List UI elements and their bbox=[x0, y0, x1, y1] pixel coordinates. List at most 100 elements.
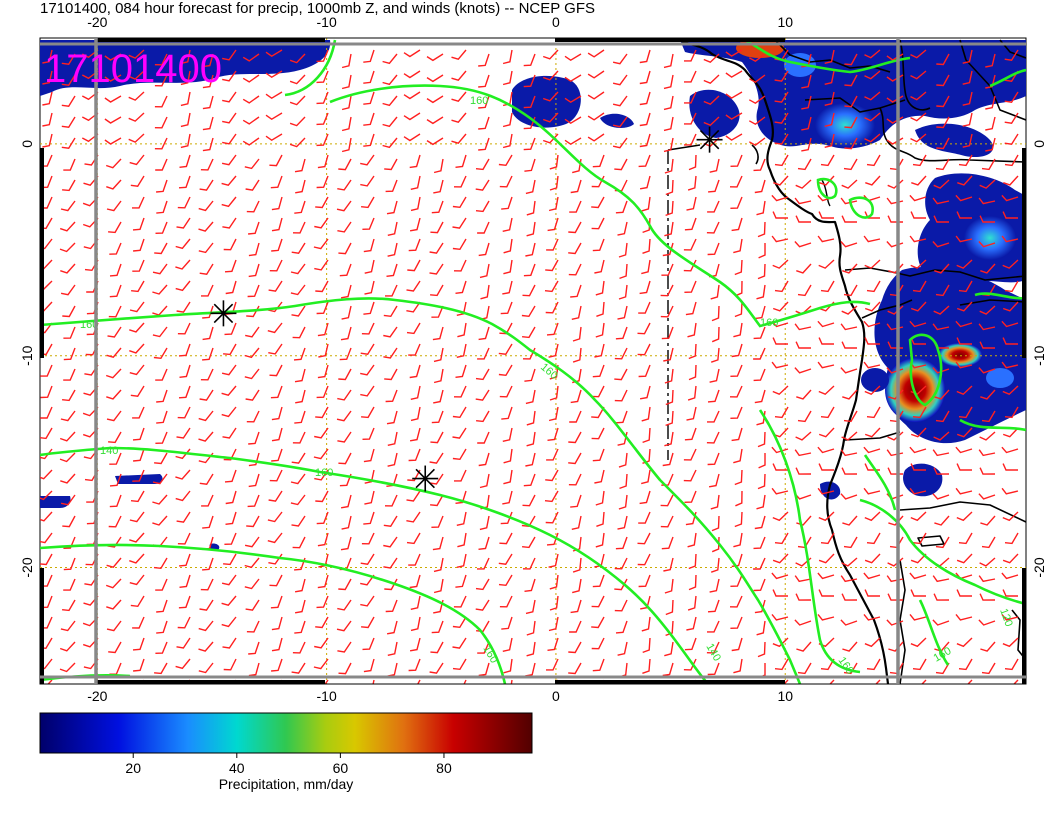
wind-barb bbox=[316, 112, 329, 126]
wind-barb bbox=[725, 49, 743, 57]
wind-barb bbox=[106, 347, 122, 358]
wind-barb bbox=[59, 221, 76, 232]
wind-barb bbox=[935, 662, 950, 675]
wind-barb bbox=[568, 641, 582, 654]
wind-barb bbox=[222, 637, 237, 649]
wind-barb bbox=[407, 259, 421, 272]
wind-barb bbox=[764, 683, 765, 684]
wind-barb bbox=[387, 641, 398, 656]
wind-barb bbox=[432, 536, 444, 551]
wind-barb bbox=[863, 446, 881, 454]
wind-barb bbox=[40, 511, 53, 522]
y-tick-label: -10 bbox=[19, 345, 35, 365]
wind-barb bbox=[753, 326, 766, 340]
wind-barb bbox=[618, 494, 628, 510]
wind-barb bbox=[592, 364, 605, 378]
wind-barb bbox=[547, 637, 559, 651]
wind-barb bbox=[985, 116, 996, 131]
wind-barb bbox=[500, 511, 513, 525]
wind-barb bbox=[132, 259, 145, 272]
wind-barb bbox=[179, 574, 191, 588]
wind-barb bbox=[844, 53, 858, 66]
wind-barb bbox=[863, 572, 881, 580]
wind-barb bbox=[315, 280, 329, 293]
wind-barb bbox=[429, 242, 444, 254]
wind-barb bbox=[429, 473, 444, 485]
wind-barb bbox=[818, 589, 834, 597]
wind-barb bbox=[61, 53, 76, 65]
wind-barb bbox=[731, 427, 743, 442]
wind-barb bbox=[292, 536, 306, 549]
wind-barb bbox=[591, 217, 605, 230]
wind-barb bbox=[361, 616, 375, 629]
wind-barb bbox=[429, 452, 444, 464]
x-tick-label: 10 bbox=[777, 688, 793, 704]
wind-barb bbox=[773, 175, 789, 186]
wind-barb bbox=[202, 305, 214, 319]
wind-barb bbox=[663, 95, 674, 111]
wind-barb bbox=[202, 137, 214, 152]
wind-barb bbox=[888, 263, 904, 274]
wind-barb bbox=[267, 511, 283, 523]
wind-barb bbox=[824, 49, 835, 64]
wind-barb bbox=[544, 490, 559, 503]
contour-label: 140 bbox=[100, 445, 118, 457]
wind-barb bbox=[820, 658, 835, 671]
wind-barb bbox=[772, 211, 788, 219]
wind-barb bbox=[386, 620, 398, 635]
wind-barb bbox=[426, 116, 444, 125]
wind-barb bbox=[1004, 532, 1019, 545]
wind-barb bbox=[40, 385, 53, 399]
wind-barb bbox=[935, 284, 950, 297]
wind-barb bbox=[223, 343, 237, 356]
wind-barb bbox=[686, 406, 697, 421]
wind-barb bbox=[431, 515, 444, 528]
wind-barb bbox=[382, 53, 398, 65]
wind-barb bbox=[526, 431, 536, 447]
wind-barb bbox=[663, 137, 674, 153]
wind-barb bbox=[387, 452, 398, 467]
wind-barb bbox=[316, 91, 329, 105]
wind-barb bbox=[409, 364, 421, 379]
wind-barb bbox=[758, 453, 766, 469]
contour-label: 120 bbox=[997, 607, 1015, 628]
wind-barb bbox=[221, 616, 237, 628]
wind-barb bbox=[572, 326, 582, 342]
wind-barb bbox=[385, 389, 398, 403]
wind-barb bbox=[637, 343, 651, 356]
wind-barb bbox=[223, 658, 237, 671]
wind-barb bbox=[426, 74, 444, 83]
wind-barb bbox=[265, 91, 283, 100]
wind-barb bbox=[955, 320, 973, 328]
wind-barb bbox=[794, 619, 812, 626]
wind-barb bbox=[797, 158, 812, 171]
wind-barb bbox=[455, 490, 467, 504]
wind-barb bbox=[684, 280, 697, 293]
wind-barb bbox=[108, 431, 122, 444]
wind-barb bbox=[841, 179, 858, 189]
wind-barb bbox=[932, 367, 950, 374]
wind-barb bbox=[572, 347, 582, 363]
wind-barb bbox=[128, 133, 145, 143]
wind-barb bbox=[526, 641, 536, 657]
wind-barb bbox=[592, 658, 605, 672]
wind-barb bbox=[955, 487, 973, 495]
wind-barb bbox=[409, 637, 421, 652]
wind-barb bbox=[199, 473, 214, 485]
wind-barb bbox=[730, 196, 743, 209]
wind-barb bbox=[596, 301, 605, 317]
x-tick-label: -20 bbox=[87, 14, 107, 30]
wind-barb bbox=[502, 280, 513, 295]
wind-barb bbox=[408, 238, 421, 252]
x-tick-label: -10 bbox=[317, 14, 337, 30]
wind-barb bbox=[688, 343, 697, 360]
wind-barb bbox=[615, 326, 628, 340]
wind-barb bbox=[452, 658, 467, 671]
wind-barb bbox=[430, 284, 444, 297]
wind-barb bbox=[978, 575, 996, 583]
wind-barb bbox=[772, 553, 789, 564]
wind-barb bbox=[570, 179, 582, 194]
wind-barb bbox=[293, 347, 306, 361]
wind-barb bbox=[456, 553, 467, 568]
wind-barb bbox=[408, 343, 421, 356]
